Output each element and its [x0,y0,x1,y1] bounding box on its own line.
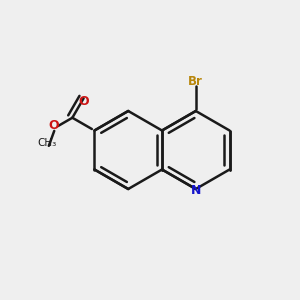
Text: CH₃: CH₃ [38,138,57,148]
Text: O: O [49,118,59,132]
Text: O: O [78,95,89,108]
Text: N: N [190,184,201,197]
Text: Br: Br [188,75,203,88]
